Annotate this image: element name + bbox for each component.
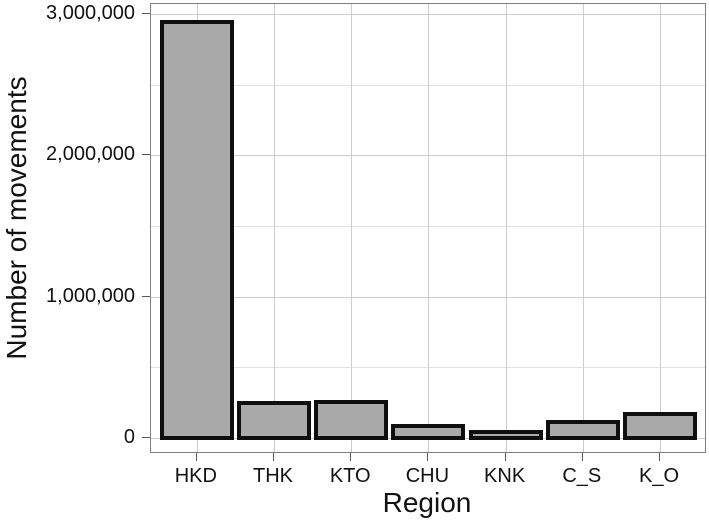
x-tick-mark [427, 452, 429, 461]
x-tick-label-kto: KTO [329, 465, 371, 487]
x-tick-mark [273, 452, 275, 461]
vertical-gridline [351, 4, 353, 452]
y-axis-title: Number of movements [1, 76, 32, 360]
y-tick-label: 1,000,000 [46, 284, 135, 307]
plot-panel [149, 3, 706, 453]
vertical-gridline [505, 4, 507, 452]
y-tick-mark [141, 437, 150, 438]
minor-gridline [150, 226, 705, 227]
bar-thk [237, 400, 312, 441]
minor-gridline [150, 367, 705, 369]
x-tick-label-chu: CHU [405, 465, 450, 487]
y-tick-label: 2,000,000 [46, 143, 135, 166]
major-gridline [150, 296, 705, 298]
vertical-gridline [428, 4, 430, 452]
x-tick-label-k_o: K_O [639, 465, 680, 487]
x-tick-label-thk: THK [253, 465, 294, 487]
y-tick-mark [141, 154, 150, 156]
bar-kto [314, 400, 389, 441]
x-tick-mark [659, 452, 661, 461]
bar-c_s [545, 420, 620, 441]
y-tick-mark [141, 295, 150, 297]
bar-chu [391, 424, 466, 441]
x-axis-title: Region [382, 487, 472, 518]
major-gridline [150, 155, 705, 157]
x-tick-mark [350, 452, 352, 461]
vertical-gridline [582, 4, 584, 452]
major-gridline [150, 14, 705, 15]
y-tick-label: 0 [123, 426, 135, 448]
minor-gridline [150, 84, 705, 86]
y-tick-mark [141, 13, 150, 14]
bar-k_o [623, 412, 698, 441]
bar-hkd [159, 20, 234, 441]
x-tick-mark [504, 452, 506, 461]
vertical-gridline [660, 4, 662, 452]
x-tick-label-knk: KNK [484, 465, 526, 487]
bar-knk [468, 430, 543, 441]
x-tick-label-hkd: HKD [174, 465, 217, 487]
x-tick-mark [195, 452, 197, 461]
x-tick-mark [581, 452, 583, 461]
vertical-gridline [274, 4, 276, 452]
y-tick-label: 3,000,000 [46, 2, 135, 24]
x-tick-label-c_s: C_S [562, 465, 602, 487]
